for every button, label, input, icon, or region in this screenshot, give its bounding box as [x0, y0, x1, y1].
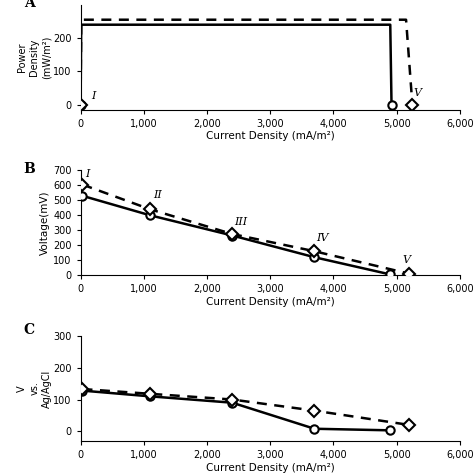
- Text: V: V: [403, 255, 411, 265]
- Y-axis label: Power
Density
(mW/m²): Power Density (mW/m²): [17, 36, 52, 79]
- X-axis label: Current Density (mA/m²): Current Density (mA/m²): [206, 463, 335, 473]
- Text: I: I: [91, 91, 96, 100]
- Y-axis label: V
vs.
Ag/AgCl: V vs. Ag/AgCl: [17, 369, 52, 408]
- Text: IV: IV: [316, 233, 328, 243]
- Text: A: A: [24, 0, 35, 10]
- Text: I: I: [86, 169, 90, 179]
- Text: III: III: [234, 217, 247, 227]
- X-axis label: Current Density (mA/m²): Current Density (mA/m²): [206, 297, 335, 307]
- Text: B: B: [24, 162, 36, 176]
- Text: C: C: [24, 323, 35, 337]
- Text: II: II: [153, 191, 162, 201]
- Y-axis label: Voltage(mV): Voltage(mV): [40, 191, 50, 255]
- Text: V: V: [414, 88, 422, 98]
- X-axis label: Current Density (mA/m²): Current Density (mA/m²): [206, 131, 335, 141]
